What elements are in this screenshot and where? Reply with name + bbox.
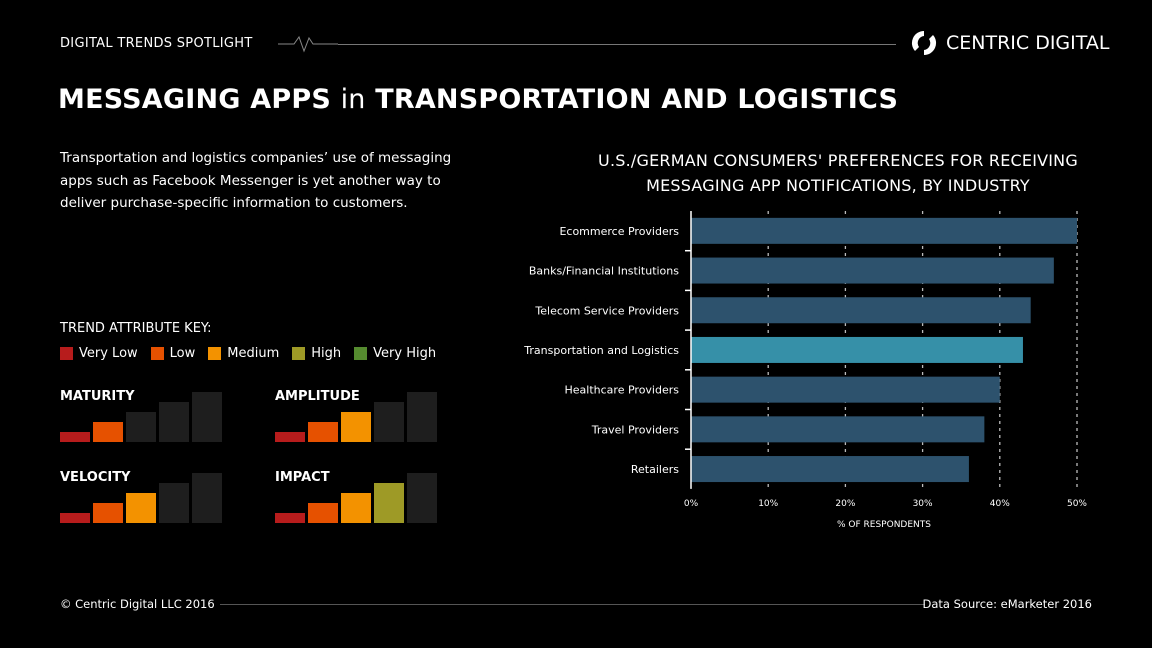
spotlight-label: DIGITAL TRENDS SPOTLIGHT [60, 36, 253, 51]
level-bar [126, 493, 156, 523]
bar [691, 217, 1077, 244]
chart-title-line: MESSAGING APP NOTIFICATIONS, BY INDUSTRY [646, 176, 1030, 195]
legend-item: Very High [354, 346, 436, 361]
legend-item: Very Low [60, 346, 138, 361]
description: Transportation and logistics companies’ … [60, 150, 452, 211]
pulse-icon [278, 35, 338, 53]
level-bar [60, 513, 90, 523]
legend-item: Low [150, 346, 196, 361]
category-label: Retailers [631, 463, 679, 476]
legend-label: Low [169, 346, 196, 361]
amplitude-bars [275, 392, 437, 442]
centric-logo-icon [911, 30, 937, 56]
category-label: Transportation and Logistics [523, 344, 679, 357]
legend-label: High [311, 346, 342, 361]
level-bar [308, 422, 338, 442]
level-bar [275, 513, 305, 523]
bar [691, 456, 969, 483]
level-bar [192, 473, 222, 523]
x-axis-label: % OF RESPONDENTS [837, 520, 931, 530]
bar-chart: 0% 10% 20% 30% 40% 50% Ecommerce Providers Bank… [523, 211, 1087, 530]
level-bar [341, 493, 371, 523]
level-bar [159, 402, 189, 442]
legend-item: Medium [208, 346, 279, 361]
level-bar [308, 503, 338, 523]
trend-legend: Very Low Low Medium High Very High [60, 346, 436, 361]
impact-bars [275, 473, 437, 523]
x-tick-label: 0% [684, 499, 699, 509]
level-bar [407, 392, 437, 442]
key-title: TREND ATTRIBUTE KEY: [60, 321, 212, 336]
level-bar [93, 422, 123, 442]
brand-logo: CENTRIC DIGITAL [910, 29, 1109, 57]
x-tick-label: 40% [990, 499, 1010, 509]
chart-title-line: U.S./GERMAN CONSUMERS' PREFERENCES FOR R… [598, 151, 1078, 170]
legend-swatch [150, 347, 164, 360]
category-label: Telecom Service Providers [534, 304, 679, 317]
attribute-label: AMPLITUDE [275, 389, 360, 404]
bar [691, 376, 1000, 403]
copyright: © Centric Digital LLC 2016 [60, 597, 215, 611]
category-label: Ecommerce Providers [559, 225, 679, 238]
attribute-label: VELOCITY [60, 470, 131, 485]
attribute-label: IMPACT [275, 470, 330, 485]
category-label: Travel Providers [591, 423, 679, 436]
category-label: Healthcare Providers [565, 384, 680, 397]
level-bar [159, 483, 189, 523]
maturity-bars [60, 392, 222, 442]
data-source: Data Source: eMarketer 2016 [922, 597, 1092, 611]
bar [691, 297, 1031, 324]
level-bar [374, 483, 404, 523]
footer-divider [220, 604, 925, 605]
level-bar [93, 503, 123, 523]
x-tick-label: 10% [758, 499, 778, 509]
bar [691, 416, 985, 443]
legend-label: Very Low [79, 346, 138, 361]
x-tick-label: 50% [1067, 499, 1087, 509]
legend-label: Medium [227, 346, 280, 361]
bar [691, 336, 1023, 363]
legend-item: High [292, 346, 341, 361]
attribute-amplitude: AMPLITUDE [275, 389, 360, 404]
level-bar [374, 402, 404, 442]
attribute-label: MATURITY [60, 389, 135, 404]
title-part: in [340, 84, 366, 115]
legend-swatch [208, 347, 222, 360]
attribute-maturity: MATURITY [60, 389, 135, 404]
chart-title: U.S./GERMAN CONSUMERS' PREFERENCES FOR R… [580, 148, 1096, 198]
bar [691, 257, 1054, 284]
x-tick-label: 20% [835, 499, 855, 509]
level-bar [341, 412, 371, 442]
level-bar [60, 432, 90, 442]
legend-swatch [292, 347, 306, 360]
legend-swatch [60, 347, 73, 360]
level-bar [275, 432, 305, 442]
level-bar [192, 392, 222, 442]
attribute-impact: IMPACT [275, 470, 330, 485]
page-title: MESSAGING APPS in TRANSPORTATION AND LOG… [58, 84, 898, 115]
title-part: MESSAGING APPS [58, 84, 331, 115]
velocity-bars [60, 473, 222, 523]
level-bar [407, 473, 437, 523]
category-label: Banks/Financial Institutions [529, 265, 679, 278]
attribute-velocity: VELOCITY [60, 470, 130, 485]
level-bar [126, 412, 156, 442]
legend-swatch [354, 347, 368, 360]
header-divider [338, 44, 896, 45]
x-tick-label: 30% [913, 499, 933, 509]
brand-name: CENTRIC DIGITAL [946, 32, 1110, 54]
legend-label: Very High [373, 346, 437, 361]
title-part: TRANSPORTATION AND LOGISTICS [375, 84, 899, 115]
